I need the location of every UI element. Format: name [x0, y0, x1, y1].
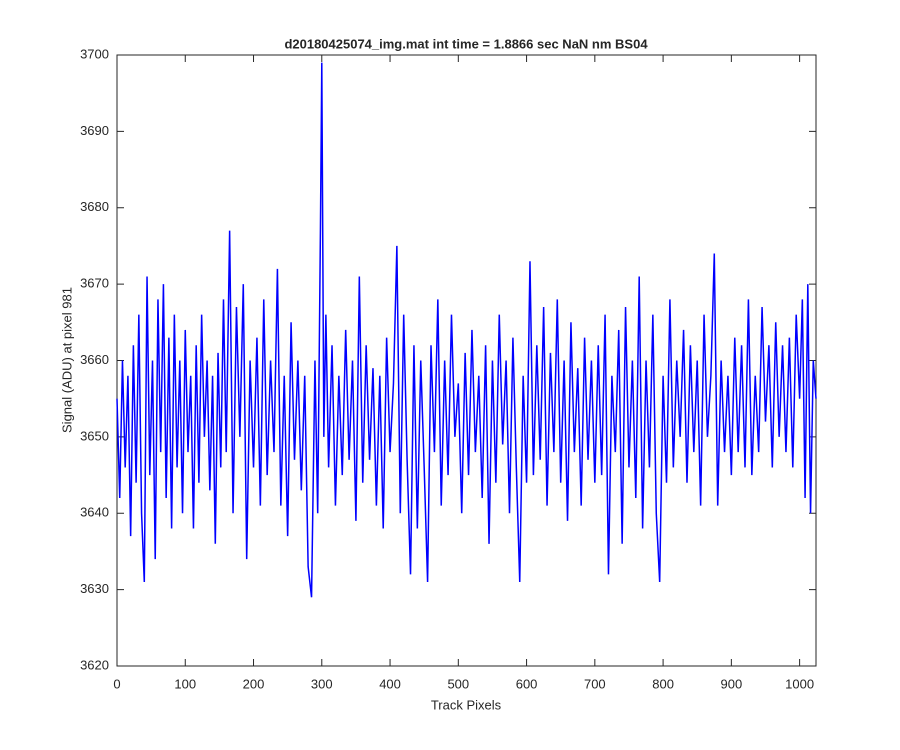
- y-tick-label: 3660: [80, 352, 109, 367]
- x-tick-label: 900: [721, 676, 743, 691]
- x-tick-label: 200: [243, 676, 265, 691]
- y-tick-label: 3630: [80, 581, 109, 596]
- plot-box: [116, 54, 817, 667]
- x-tick-label: 600: [516, 676, 538, 691]
- signal-line: [116, 62, 817, 598]
- x-tick-label: 400: [379, 676, 401, 691]
- y-tick-label: 3670: [80, 276, 109, 291]
- x-tick-label: 300: [311, 676, 333, 691]
- x-tick-label: 1000: [785, 676, 814, 691]
- y-axis-label: Signal (ADU) at pixel 981: [59, 287, 74, 433]
- y-tick-label: 3690: [80, 123, 109, 138]
- y-tick-label: 3620: [80, 657, 109, 672]
- y-tick-label: 3650: [80, 428, 109, 443]
- y-tick-label: 3700: [80, 46, 109, 61]
- x-tick-label: 500: [447, 676, 469, 691]
- x-tick-label: 0: [113, 676, 120, 691]
- x-tick-label: 800: [652, 676, 674, 691]
- x-axis-label: Track Pixels: [431, 697, 502, 712]
- y-tick-label: 3640: [80, 505, 109, 520]
- x-tick-label: 700: [584, 676, 606, 691]
- chart-title: d20180425074_img.mat int time = 1.8866 s…: [284, 36, 648, 51]
- y-tick-label: 3680: [80, 199, 109, 214]
- x-tick-label: 100: [174, 676, 196, 691]
